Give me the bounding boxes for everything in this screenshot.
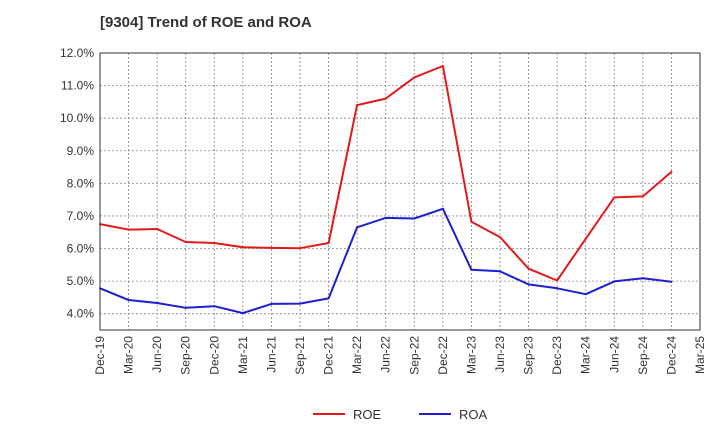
data-point-roa (613, 280, 616, 283)
data-point-roa (499, 270, 501, 273)
y-tick-label: 10.0% (60, 111, 94, 125)
x-tick-label: Dec-20 (207, 336, 221, 375)
x-tick-label: Jun-21 (264, 336, 278, 373)
x-tick-label: Mar-22 (350, 336, 364, 374)
data-point-roe (584, 237, 587, 240)
legend-label-roe: ROE (353, 407, 382, 422)
legend-label-roa: ROA (459, 407, 488, 422)
legend: ROE ROA (313, 407, 488, 422)
data-point-roa (670, 280, 673, 283)
data-point-roe (327, 241, 330, 244)
plot-frame (99, 52, 701, 331)
x-tick-label: Sep-22 (407, 336, 421, 375)
data-point-roe (441, 65, 444, 68)
data-point-roa (213, 305, 216, 308)
data-point-roe (413, 76, 416, 79)
data-point-roe (670, 170, 673, 173)
x-tick-label: Mar-25 (693, 336, 707, 374)
data-point-roe (184, 241, 187, 244)
y-tick-label: 9.0% (67, 144, 95, 158)
data-point-roa (527, 283, 530, 286)
data-point-roa (356, 226, 359, 229)
x-tick-label: Dec-23 (550, 336, 564, 375)
x-tick-label: Jun-24 (607, 336, 621, 373)
y-tick-label: 7.0% (67, 209, 95, 223)
x-tick-label: Mar-21 (236, 336, 250, 374)
y-tick-label: 5.0% (67, 274, 95, 288)
data-point-roe (241, 246, 244, 249)
data-point-roa (327, 297, 330, 300)
x-tick-label: Jun-20 (150, 336, 164, 373)
x-tick-label: Mar-23 (464, 336, 478, 374)
data-point-roa (641, 277, 644, 280)
data-point-roe (356, 104, 359, 107)
data-point-roa (441, 207, 444, 210)
data-point-roe (470, 220, 473, 223)
y-tick-labels: 4.0% 5.0% 6.0% 7.0% 8.0% 9.0% 10.0% 11.0% 12.0% (60, 46, 94, 321)
x-tick-label: Dec-22 (436, 336, 450, 375)
data-point-roe (270, 246, 273, 249)
y-tick-label: 6.0% (67, 242, 95, 256)
data-point-roa (127, 299, 130, 302)
data-point-roe (527, 267, 530, 270)
data-point-roa (184, 306, 187, 309)
x-tick-label: Sep-20 (179, 336, 193, 375)
data-point-roe (499, 236, 501, 239)
y-tick-label: 4.0% (67, 307, 95, 321)
data-point-roa (470, 268, 473, 271)
y-tick-label: 12.0% (60, 46, 94, 60)
data-point-roa (384, 216, 387, 219)
x-tick-label: Sep-21 (293, 336, 307, 375)
series-lines (99, 65, 673, 315)
data-point-roe (613, 196, 616, 199)
x-tick-label: Dec-19 (93, 336, 107, 375)
x-tick-label: Sep-23 (522, 336, 536, 375)
y-tick-label: 8.0% (67, 176, 95, 190)
data-point-roa (556, 287, 559, 290)
data-point-roe (213, 241, 216, 244)
data-point-roa (241, 312, 244, 315)
x-tick-label: Dec-24 (664, 336, 678, 375)
data-point-roe (641, 195, 644, 198)
x-tick-labels: Dec-19 Mar-20 Jun-20 Sep-20 Dec-20 Mar-21 Jun-… (93, 336, 707, 375)
x-tick-label: Jun-23 (493, 336, 507, 373)
data-point-roa (270, 302, 273, 305)
x-tick-label: Jun-22 (379, 336, 393, 373)
x-tick-label: Mar-24 (579, 336, 593, 374)
data-point-roa (584, 293, 587, 296)
x-tick-label: Sep-24 (636, 336, 650, 375)
y-tick-label: 11.0% (61, 79, 94, 93)
data-point-roe (556, 279, 559, 282)
data-point-roa (413, 217, 416, 220)
data-point-roe (299, 247, 301, 250)
chart-title: [9304] Trend of ROE and ROA (100, 14, 312, 31)
x-tick-label: Dec-21 (322, 336, 336, 375)
data-point-roe (127, 228, 130, 231)
data-point-roa (156, 301, 159, 304)
gridlines (100, 53, 700, 330)
x-tick-label: Mar-20 (122, 336, 136, 374)
data-point-roe (384, 97, 387, 100)
data-point-roe (156, 227, 159, 230)
data-point-roa (299, 302, 301, 305)
